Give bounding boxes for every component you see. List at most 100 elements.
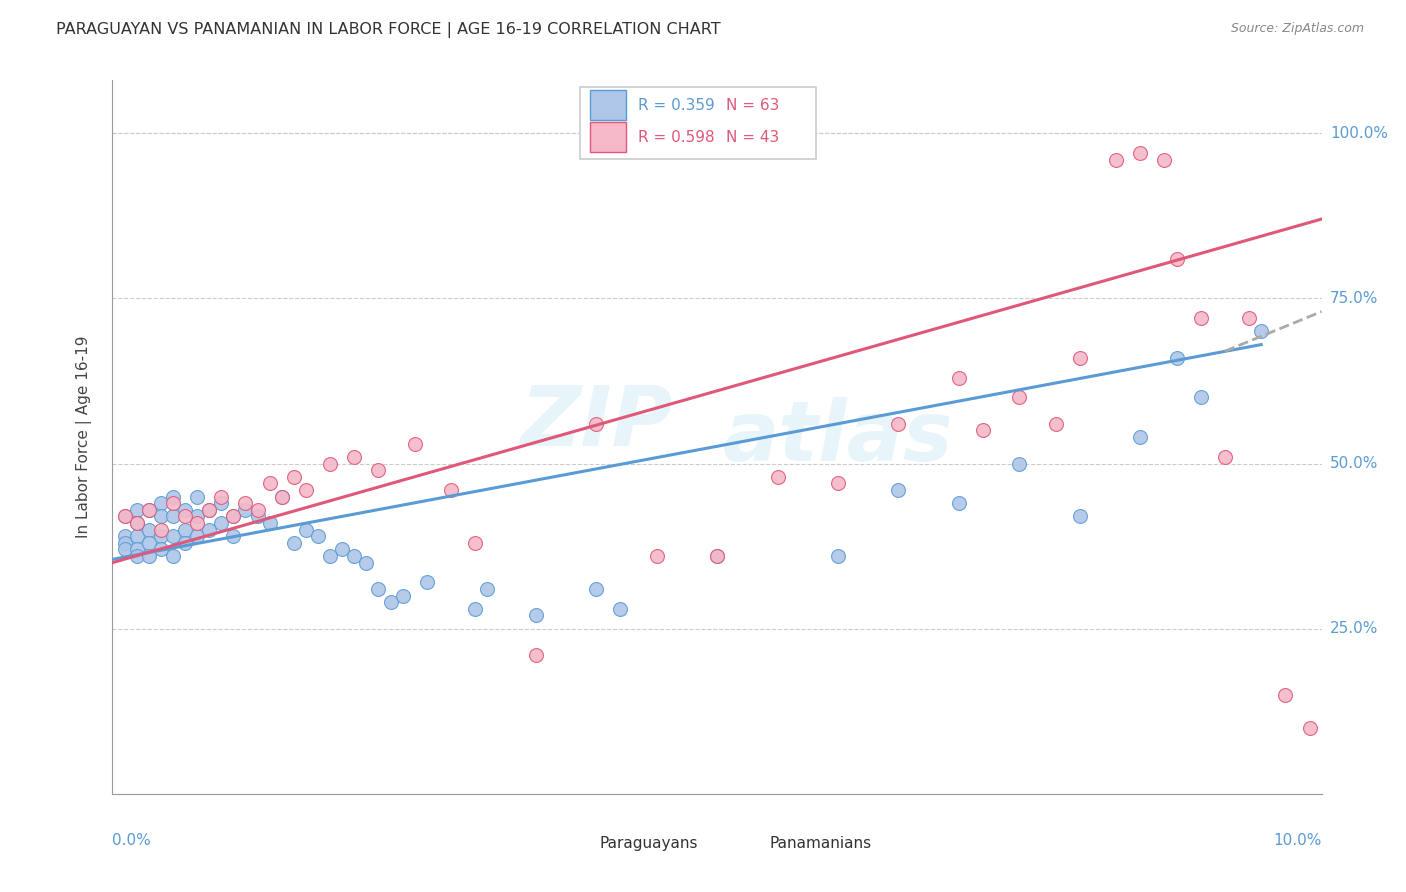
- Point: [1105, 153, 1128, 167]
- Point: [198, 523, 221, 537]
- Text: PARAGUAYAN VS PANAMANIAN IN LABOR FORCE | AGE 16-19 CORRELATION CHART: PARAGUAYAN VS PANAMANIAN IN LABOR FORCE …: [56, 22, 721, 38]
- Text: 25.0%: 25.0%: [1330, 621, 1378, 636]
- Point: [524, 648, 547, 662]
- Bar: [741, 834, 765, 854]
- FancyBboxPatch shape: [581, 87, 817, 159]
- Point: [283, 536, 305, 550]
- Text: 10.0%: 10.0%: [1274, 833, 1322, 848]
- Point: [198, 502, 221, 516]
- Point: [585, 582, 607, 596]
- Point: [827, 476, 849, 491]
- Point: [319, 457, 342, 471]
- Point: [174, 502, 197, 516]
- Point: [174, 536, 197, 550]
- Point: [186, 490, 208, 504]
- Point: [270, 490, 292, 504]
- Bar: [591, 122, 626, 153]
- Point: [706, 549, 728, 563]
- Text: Source: ZipAtlas.com: Source: ZipAtlas.com: [1230, 22, 1364, 36]
- Point: [887, 417, 910, 431]
- Point: [645, 549, 668, 563]
- Point: [283, 469, 305, 483]
- Point: [367, 463, 389, 477]
- Point: [114, 509, 136, 524]
- Point: [948, 370, 970, 384]
- Point: [209, 516, 232, 530]
- Point: [1189, 391, 1212, 405]
- Point: [1069, 509, 1091, 524]
- Y-axis label: In Labor Force | Age 16-19: In Labor Force | Age 16-19: [76, 335, 91, 539]
- Point: [209, 496, 232, 510]
- Point: [1008, 457, 1031, 471]
- Point: [174, 509, 197, 524]
- Point: [948, 496, 970, 510]
- Point: [1213, 450, 1236, 464]
- Point: [149, 542, 172, 557]
- Point: [972, 424, 994, 438]
- Text: Panamanians: Panamanians: [769, 837, 872, 851]
- Point: [1069, 351, 1091, 365]
- Point: [138, 549, 160, 563]
- Text: N = 63: N = 63: [725, 98, 779, 112]
- Point: [404, 436, 426, 450]
- Point: [307, 529, 329, 543]
- Text: 0.0%: 0.0%: [112, 833, 152, 848]
- Point: [125, 542, 148, 557]
- Point: [222, 509, 245, 524]
- Bar: [572, 834, 596, 854]
- Point: [391, 589, 413, 603]
- Point: [319, 549, 342, 563]
- Point: [162, 549, 184, 563]
- Point: [138, 523, 160, 537]
- Point: [1166, 351, 1188, 365]
- Point: [477, 582, 499, 596]
- Point: [125, 516, 148, 530]
- Text: Paraguayans: Paraguayans: [600, 837, 699, 851]
- Point: [356, 556, 378, 570]
- Point: [222, 529, 245, 543]
- Point: [138, 502, 160, 516]
- Point: [1237, 311, 1260, 326]
- Point: [1274, 688, 1296, 702]
- Point: [186, 529, 208, 543]
- Point: [440, 483, 463, 497]
- Point: [259, 476, 281, 491]
- Point: [246, 509, 269, 524]
- Text: 100.0%: 100.0%: [1330, 126, 1388, 141]
- Point: [1189, 311, 1212, 326]
- Point: [162, 509, 184, 524]
- Point: [343, 450, 366, 464]
- Point: [125, 529, 148, 543]
- Point: [114, 536, 136, 550]
- Point: [766, 469, 789, 483]
- Point: [246, 502, 269, 516]
- Point: [149, 509, 172, 524]
- Point: [270, 490, 292, 504]
- Point: [1166, 252, 1188, 266]
- Point: [198, 502, 221, 516]
- Point: [887, 483, 910, 497]
- Point: [222, 509, 245, 524]
- Point: [524, 608, 547, 623]
- Point: [1250, 324, 1272, 338]
- Point: [209, 490, 232, 504]
- Point: [416, 575, 439, 590]
- Point: [186, 516, 208, 530]
- Point: [585, 417, 607, 431]
- Point: [149, 496, 172, 510]
- Point: [1129, 145, 1152, 160]
- Text: R = 0.359: R = 0.359: [638, 98, 716, 112]
- Point: [162, 529, 184, 543]
- Point: [295, 483, 318, 497]
- Bar: [591, 90, 626, 120]
- Point: [380, 595, 402, 609]
- Point: [125, 502, 148, 516]
- Point: [343, 549, 366, 563]
- Point: [138, 502, 160, 516]
- Point: [125, 516, 148, 530]
- Point: [138, 536, 160, 550]
- Point: [114, 542, 136, 557]
- Point: [149, 529, 172, 543]
- Text: ZIP: ZIP: [520, 383, 672, 463]
- Text: R = 0.598: R = 0.598: [638, 130, 716, 145]
